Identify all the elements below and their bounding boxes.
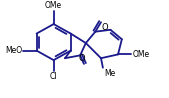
Text: Cl: Cl (50, 72, 57, 81)
Text: O: O (102, 23, 108, 32)
Text: O: O (79, 54, 85, 63)
Text: OMe: OMe (45, 1, 62, 10)
Text: Me: Me (104, 69, 115, 78)
Text: OMe: OMe (132, 50, 149, 59)
Text: MeO: MeO (5, 46, 22, 55)
